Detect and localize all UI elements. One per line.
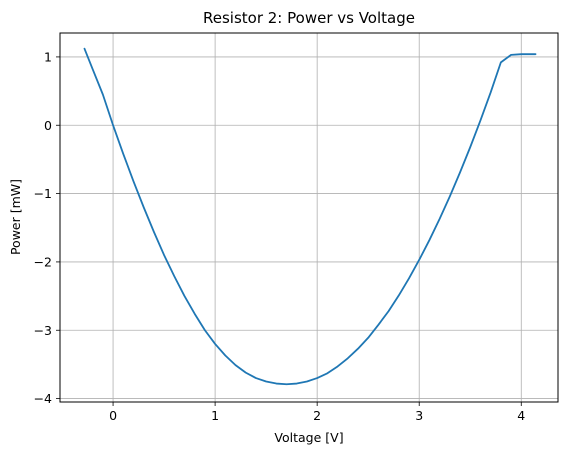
- y-tick-label: 0: [44, 118, 52, 133]
- y-axis-ticks: 1 0 −1 −2 −3 −4: [34, 49, 60, 406]
- y-tick-label: −1: [34, 186, 52, 201]
- grid: [60, 33, 558, 402]
- x-tick-label: 4: [517, 408, 525, 423]
- y-tick-label: −3: [34, 323, 52, 338]
- x-axis-label: Voltage [V]: [274, 430, 343, 445]
- plot-frame: [59, 32, 559, 403]
- y-tick-label: 1: [44, 49, 52, 64]
- x-tick-label: 3: [415, 408, 423, 423]
- y-tick-label: −2: [34, 254, 52, 269]
- y-tick-label: −4: [34, 391, 52, 406]
- series-layer: [83, 47, 537, 386]
- power-curve-line: [83, 47, 537, 386]
- y-axis-label: Power [mW]: [8, 179, 23, 255]
- x-axis-ticks: 0 1 2 3 4: [109, 402, 525, 423]
- x-tick-label: 1: [211, 408, 219, 423]
- x-tick-label: 2: [313, 408, 321, 423]
- x-tick-label: 0: [109, 408, 117, 423]
- chart-title: Resistor 2: Power vs Voltage: [203, 9, 415, 27]
